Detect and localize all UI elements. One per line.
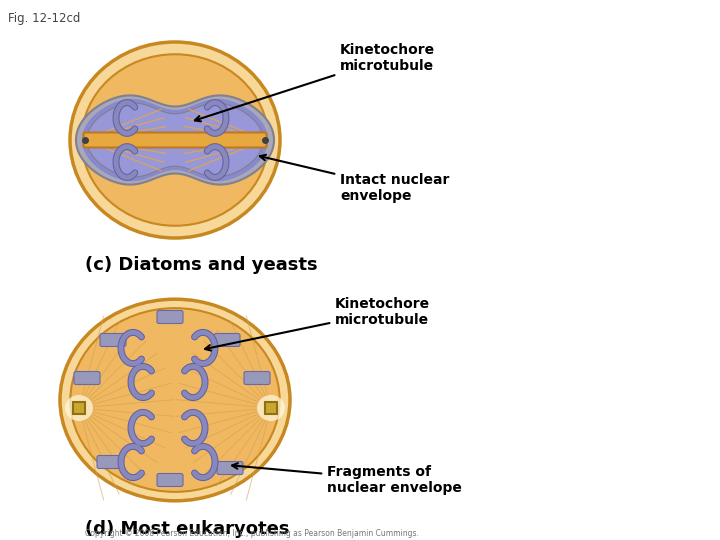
Polygon shape xyxy=(76,96,274,185)
FancyBboxPatch shape xyxy=(97,456,123,469)
Ellipse shape xyxy=(81,54,269,226)
Ellipse shape xyxy=(257,395,285,421)
Ellipse shape xyxy=(65,395,93,421)
FancyBboxPatch shape xyxy=(244,372,270,384)
Text: (d) Most eukaryotes: (d) Most eukaryotes xyxy=(85,520,289,538)
FancyBboxPatch shape xyxy=(84,132,266,147)
Text: (c) Diatoms and yeasts: (c) Diatoms and yeasts xyxy=(85,256,318,274)
Polygon shape xyxy=(87,103,263,177)
Text: Kinetochore
microtubule: Kinetochore microtubule xyxy=(195,43,435,122)
FancyBboxPatch shape xyxy=(214,334,240,347)
Ellipse shape xyxy=(60,299,290,501)
FancyBboxPatch shape xyxy=(157,474,183,487)
Ellipse shape xyxy=(70,42,280,238)
FancyBboxPatch shape xyxy=(100,334,126,347)
Ellipse shape xyxy=(71,308,279,492)
Text: Intact nuclear
envelope: Intact nuclear envelope xyxy=(260,155,449,203)
Polygon shape xyxy=(82,99,268,181)
FancyBboxPatch shape xyxy=(217,462,243,475)
FancyBboxPatch shape xyxy=(157,310,183,323)
Text: Fragments of
nuclear envelope: Fragments of nuclear envelope xyxy=(232,463,462,495)
Text: Copyright © 2008 Pearson Education, Inc., publishing as Pearson Benjamin Cumming: Copyright © 2008 Pearson Education, Inc.… xyxy=(85,529,419,538)
FancyBboxPatch shape xyxy=(74,372,100,384)
Text: Fig. 12-12cd: Fig. 12-12cd xyxy=(8,12,81,25)
FancyBboxPatch shape xyxy=(265,402,277,414)
FancyBboxPatch shape xyxy=(73,402,85,414)
Text: Kinetochore
microtubule: Kinetochore microtubule xyxy=(205,297,430,350)
